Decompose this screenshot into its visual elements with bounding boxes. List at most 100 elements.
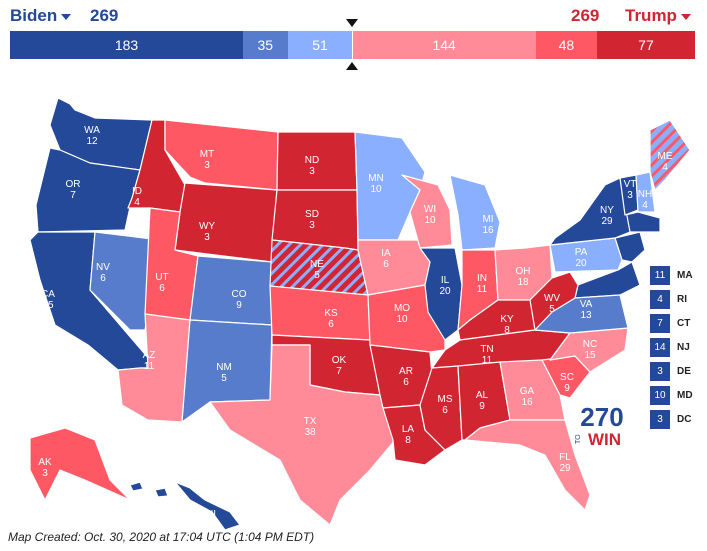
270towin-logo: 270 TO WIN [574,402,630,449]
state-ev-label: 7 [336,366,342,377]
state-ev-label: 16 [482,225,494,236]
state-ev-label: 4 [642,200,648,211]
biden-name[interactable]: Biden [10,6,72,26]
trump-total: 269 [571,6,600,25]
state-ev-label: 6 [442,405,448,416]
state-abbr-label: GA [520,386,535,397]
state-abbr-label: NE [310,259,324,270]
state-abbr-label: MT [200,149,214,160]
small-state-ev: 14 [650,338,670,357]
state-wv[interactable] [529,271,579,331]
state-abbr-label: IN [477,273,487,284]
state-ev-label: 6 [159,283,165,294]
state-ak[interactable] [29,427,131,501]
state-ev-label: 16 [521,397,533,408]
small-state-abbr: DE [677,366,691,377]
state-ks[interactable] [269,285,371,341]
small-state-ev: 11 [650,266,670,285]
state-ev-label: 13 [580,310,592,321]
state-abbr-label: CA [41,289,55,300]
state-abbr-label: SD [305,209,319,220]
state-abbr-label: WI [424,204,436,215]
midpoint-marker-bottom [346,62,358,70]
logo-side: TO [575,434,582,444]
state-ev-label: 12 [86,136,98,147]
state-ev-label: 10 [424,215,436,226]
state-abbr-label: UT [155,272,168,283]
state-ev-label: 15 [584,350,596,361]
small-state-row[interactable]: 7 CT [650,314,700,335]
state-ev-label: 29 [601,216,613,227]
trump-name[interactable]: Trump [625,6,691,26]
state-ev-label: 3 [204,160,210,171]
state-abbr-label: NH [638,189,652,200]
state-abbr-label: TX [304,416,317,427]
ma-ct-ri-shape [624,211,661,233]
midpoint-marker-top [346,19,358,27]
small-state-row[interactable]: 14 NJ [650,338,700,359]
state-abbr-label: AR [399,366,413,377]
state-ev-label: 10 [370,184,382,195]
state-ev-label: 3 [309,166,315,177]
small-state-row[interactable]: 4 RI [650,290,700,311]
state-abbr-label: NV [96,262,110,273]
state-ny[interactable] [549,177,631,246]
state-abbr-label: NM [216,362,232,373]
state-ev-label: 4 [208,520,214,531]
small-states-table: 11 MA 4 RI 7 CT 14 NJ 3 DE 10 MD 3 DC [650,266,700,434]
biden-total: 269 [90,6,119,25]
state-tx[interactable] [209,344,396,526]
state-abbr-label: AK [38,457,52,468]
state-ev-label: 9 [479,401,485,412]
state-wi[interactable] [401,174,453,249]
chevron-down-icon [680,13,691,20]
state-ev-label: 20 [575,258,587,269]
state-ev-label: 9 [236,300,242,311]
state-abbr-label: ND [305,155,319,166]
state-abbr-label: NC [583,339,597,350]
small-state-abbr: RI [677,294,687,305]
state-mi[interactable] [449,174,501,251]
state-fl[interactable] [464,419,591,511]
state-nh[interactable] [635,171,656,213]
small-state-row[interactable]: 11 MA [650,266,700,287]
state-abbr-label: IL [441,275,450,286]
state-hi[interactable] [174,481,241,531]
state-wy[interactable] [174,182,278,263]
state-me[interactable] [649,119,691,191]
state-ev-label: 6 [100,273,106,284]
state-abbr-label: OK [332,355,347,366]
state-ev-label: 3 [627,190,633,201]
bar-segment: 51 [287,31,353,59]
small-state-ev: 3 [650,410,670,429]
bar-segment: 35 [243,31,288,59]
state-ev-label: 11 [477,284,488,295]
state-il[interactable] [419,247,463,341]
state-abbr-label: NY [600,205,614,216]
state-ev-label: 5 [314,270,320,281]
state-ev-label: 6 [328,319,334,330]
map-created-footer: Map Created: Oct. 30, 2020 at 17:04 UTC … [8,530,315,544]
state-abbr-label: MI [482,214,493,225]
state-ev-label: 38 [304,427,316,438]
state-ev-label: 8 [405,435,411,446]
logo-top: 270 [580,402,623,432]
state-abbr-label: WY [199,221,215,232]
state-ev-label: 3 [42,468,48,479]
small-state-row[interactable]: 3 DC [650,410,700,431]
state-ga[interactable] [499,359,566,421]
state-abbr-label: VT [624,179,637,190]
state-abbr-label: CO [232,289,247,300]
state-ev-label: 55 [42,300,54,311]
state-abbr-label: MS [438,394,453,405]
bar-segment: 183 [10,31,243,59]
small-state-row[interactable]: 10 MD [650,386,700,407]
state-abbr-label: HI [206,509,216,520]
state-ev-label: 4 [662,162,668,173]
state-abbr-label: OR [66,179,81,190]
small-state-row[interactable]: 3 DE [650,362,700,383]
hi-island-shape [154,487,169,498]
state-ev-label: 11 [482,355,493,366]
small-state-abbr: DC [677,414,692,425]
